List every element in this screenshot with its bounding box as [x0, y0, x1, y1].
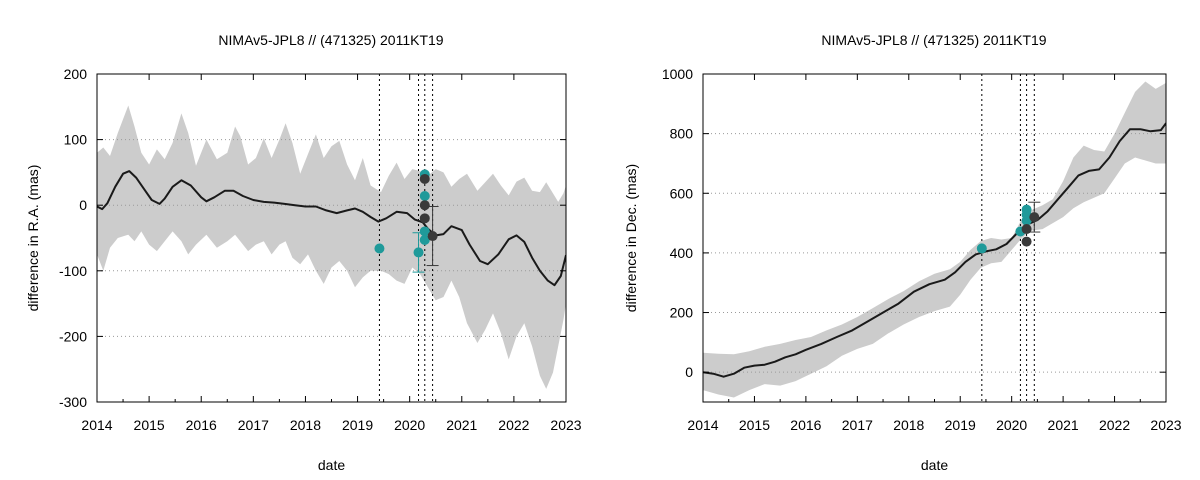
- reference-point: [419, 173, 430, 184]
- reference-point: [1029, 212, 1040, 223]
- x-tick-label: 2019: [945, 417, 976, 433]
- dec-difference-chart: NIMAv5-JPL8 // (471325) 2011KT19 date di…: [623, 32, 1182, 473]
- difference-line: [703, 122, 1166, 378]
- x-tick-label: 2017: [842, 417, 873, 433]
- y-tick-label: 1000: [662, 66, 693, 82]
- chart-title: NIMAv5-JPL8 // (471325) 2011KT19: [821, 32, 1046, 48]
- x-tick-label: 2023: [1150, 417, 1181, 433]
- observation-point: [419, 191, 430, 202]
- observation-point: [419, 234, 430, 245]
- reference-point: [419, 200, 430, 211]
- y-tick-label: 600: [670, 185, 694, 201]
- uncertainty-band: [703, 81, 1166, 398]
- observation-point: [1021, 215, 1032, 226]
- y-tick-label: -100: [59, 263, 87, 279]
- x-tick-label: 2019: [342, 417, 373, 433]
- y-axis-label: difference in R.A. (mas): [25, 165, 41, 312]
- y-tick-label: 800: [670, 126, 694, 142]
- x-tick-label: 2017: [238, 417, 269, 433]
- x-tick-label: 2015: [739, 417, 770, 433]
- observation-point: [419, 226, 430, 237]
- x-tick-label: 2021: [1048, 417, 1079, 433]
- x-tick-label: 2018: [893, 417, 924, 433]
- y-tick-label: 0: [79, 197, 87, 213]
- x-tick-label: 2018: [290, 417, 321, 433]
- x-tick-label: 2014: [687, 417, 718, 433]
- x-tick-label: 2016: [186, 417, 217, 433]
- x-tick-label: 2022: [1099, 417, 1130, 433]
- x-tick-label: 2015: [134, 417, 165, 433]
- reference-point: [427, 231, 438, 242]
- y-tick-label: 200: [670, 305, 694, 321]
- uncertainty-band: [97, 105, 566, 389]
- x-axis-label: date: [921, 457, 948, 473]
- x-tick-label: 2020: [394, 417, 425, 433]
- observation-point: [976, 243, 987, 254]
- y-tick-label: -200: [59, 328, 87, 344]
- y-tick-label: 0: [685, 364, 693, 380]
- x-tick-label: 2022: [498, 417, 529, 433]
- y-tick-label: 100: [64, 132, 88, 148]
- reference-point: [1021, 224, 1032, 235]
- reference-point: [1021, 236, 1032, 247]
- y-tick-label: 200: [64, 66, 88, 82]
- x-tick-label: 2023: [550, 417, 581, 433]
- y-tick-label: 400: [670, 245, 694, 261]
- reference-point: [419, 213, 430, 224]
- x-tick-label: 2014: [81, 417, 112, 433]
- x-tick-label: 2021: [446, 417, 477, 433]
- x-axis-label: date: [318, 457, 345, 473]
- chart-title: NIMAv5-JPL8 // (471325) 2011KT19: [218, 32, 443, 48]
- x-tick-label: 2020: [996, 417, 1027, 433]
- x-tick-label: 2016: [790, 417, 821, 433]
- y-tick-label: -300: [59, 394, 87, 410]
- y-axis-label: difference in Dec. (mas): [623, 164, 639, 312]
- difference-line: [97, 170, 566, 287]
- observation-point: [413, 247, 424, 258]
- observation-point: [374, 243, 385, 254]
- ra-difference-chart: NIMAv5-JPL8 // (471325) 2011KT19 date di…: [25, 32, 582, 473]
